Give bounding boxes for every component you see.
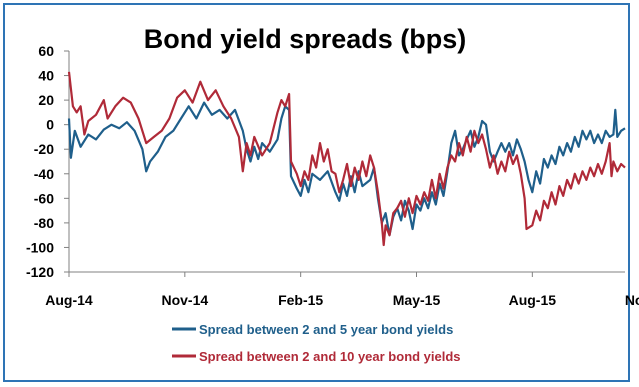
legend-label-10yr: Spread between 2 and 10 year bond yields	[199, 349, 461, 364]
plot-area: 60 40 20 0 -20 -40 -60 -80 -100 -120 Aug-14 Nov-14 F…	[26, 43, 639, 308]
y-tick-label: 0	[46, 117, 54, 133]
y-tick-label: -100	[26, 239, 54, 255]
y-tick-label: -60	[34, 190, 54, 206]
series-line-5yr	[67, 101, 626, 237]
y-tick-label: -20	[34, 141, 54, 157]
y-tick-label: 60	[38, 43, 54, 59]
x-tick-label: Aug-14	[45, 292, 93, 308]
x-tick-label: Nov-15	[625, 292, 639, 308]
x-tick-label: Nov-14	[161, 292, 208, 308]
x-tick-label: Feb-15	[278, 292, 323, 308]
y-tick-label: -120	[26, 264, 54, 280]
legend-label-5yr: Spread between 2 and 5 year bond yields	[199, 322, 453, 337]
y-tick-label: 20	[38, 92, 54, 108]
chart-frame	[3, 3, 630, 382]
y-tick-label: -40	[34, 166, 54, 182]
x-tick-label: May-15	[393, 292, 441, 308]
y-tick-label: -80	[34, 215, 54, 231]
y-tick-label: 40	[38, 68, 54, 84]
x-tick-label: Aug-15	[509, 292, 557, 308]
chart-title: Bond yield spreads (bps)	[144, 24, 467, 54]
series-line-10yr	[67, 71, 626, 247]
legend: Spread between 2 and 5 year bond yields …	[172, 322, 461, 364]
